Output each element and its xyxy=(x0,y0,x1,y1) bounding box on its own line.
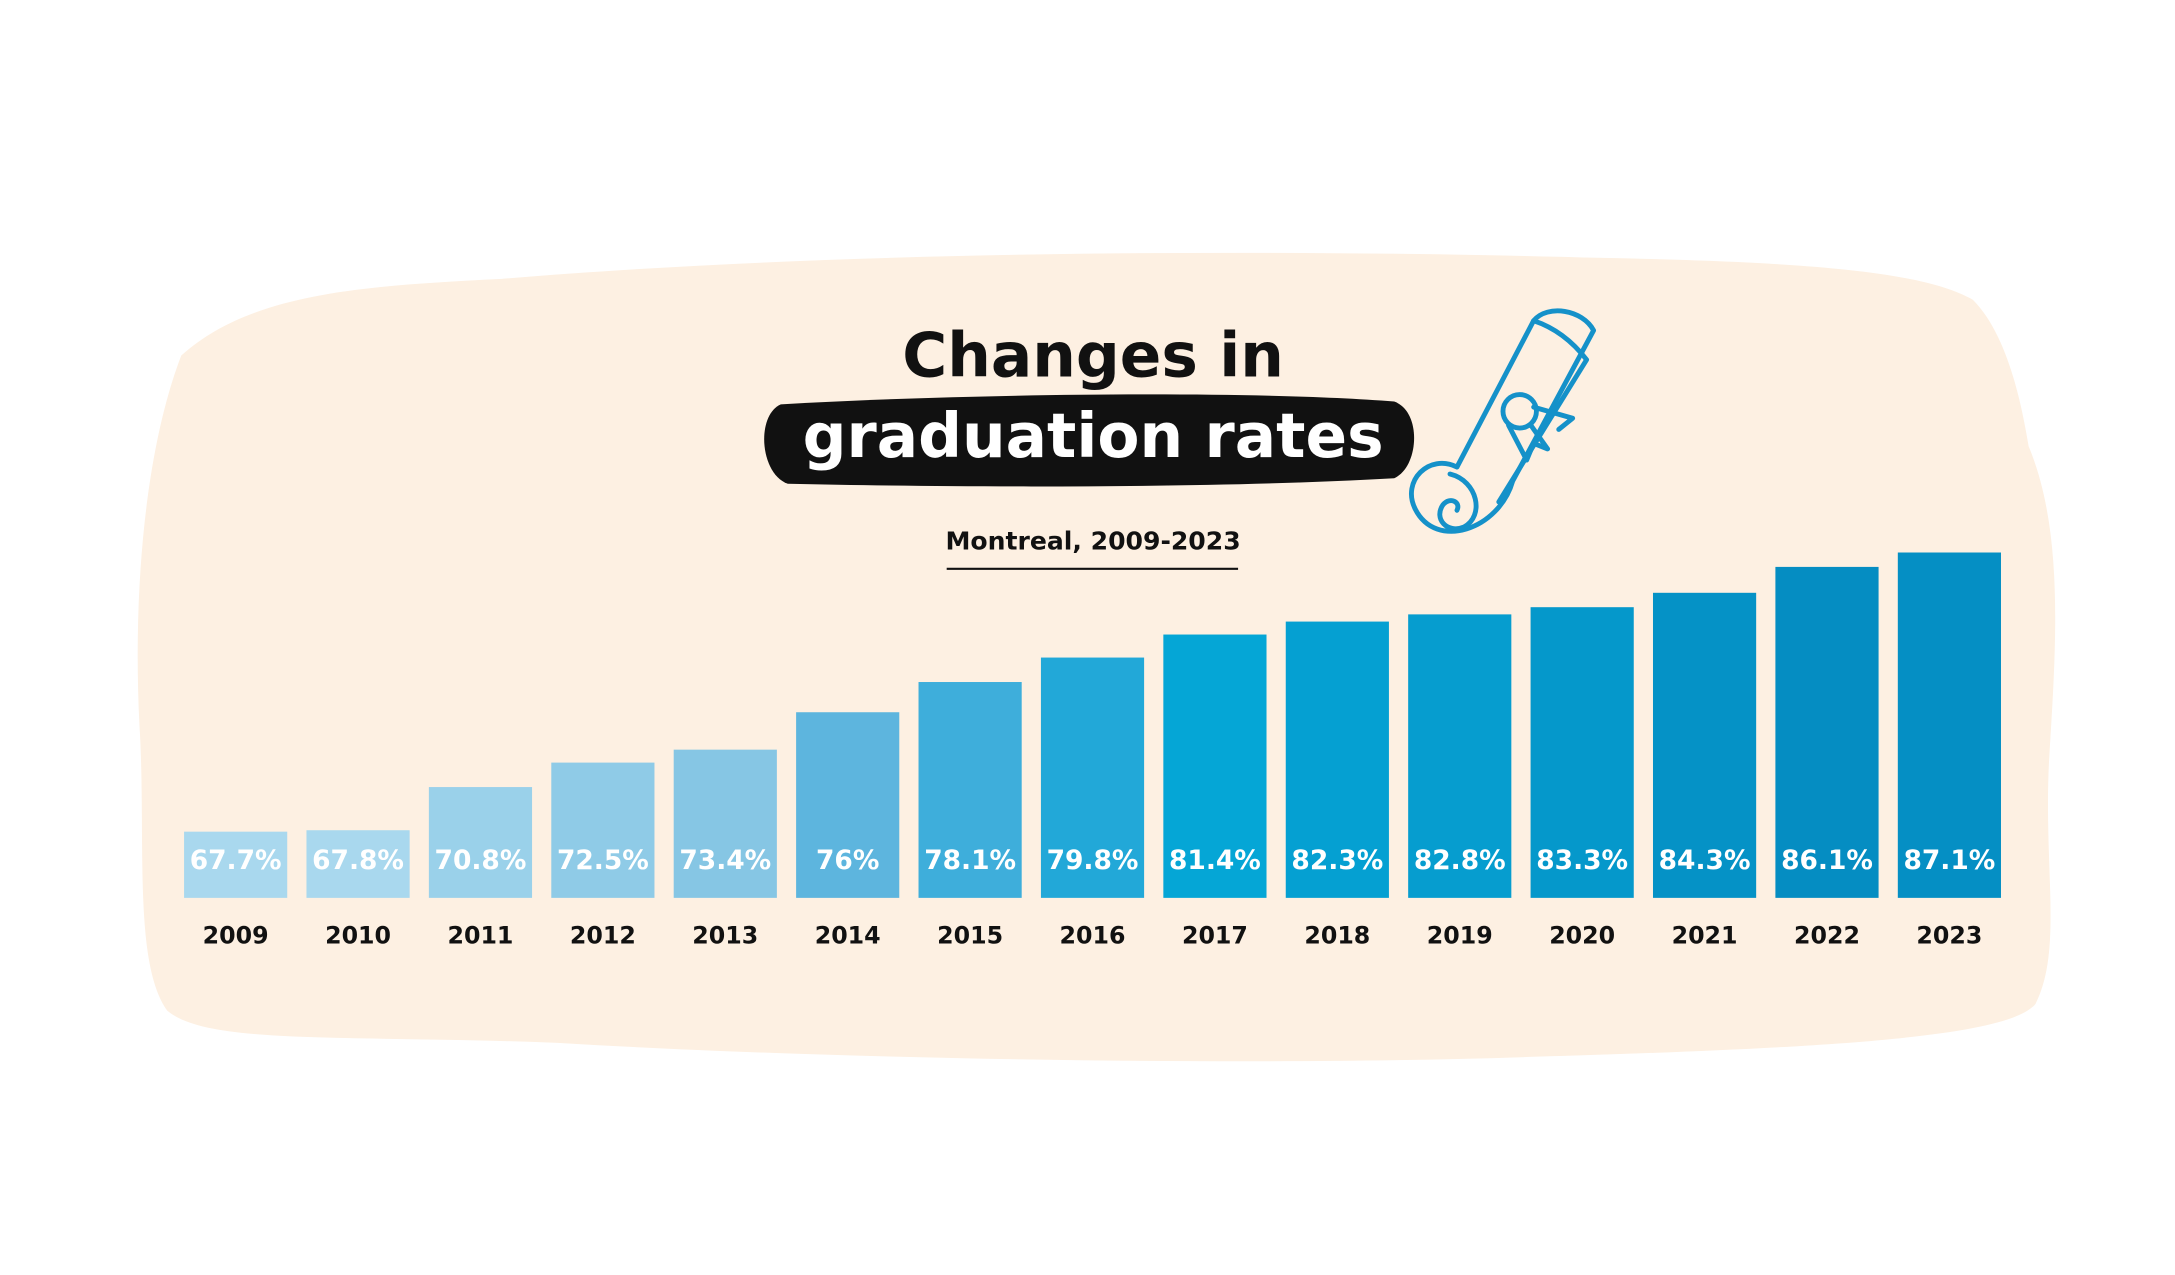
chart-subtitle: Montreal, 2009-2023 xyxy=(945,526,1240,555)
value-label: 87.1% xyxy=(1903,845,1995,876)
value-label: 72.5% xyxy=(557,845,649,876)
value-label: 84.3% xyxy=(1659,845,1751,876)
x-tick-label: 2014 xyxy=(815,921,881,949)
x-tick-label: 2009 xyxy=(203,921,269,949)
x-tick-label: 2020 xyxy=(1549,921,1615,949)
bar xyxy=(184,831,288,898)
value-label: 67.7% xyxy=(190,845,282,876)
value-label: 76% xyxy=(816,845,879,876)
title-highlight-blob xyxy=(764,394,1415,487)
bar xyxy=(673,749,777,898)
value-label: 73.4% xyxy=(679,845,771,876)
value-label: 82.3% xyxy=(1291,845,1383,876)
value-label: 82.8% xyxy=(1414,845,1506,876)
x-tick-label: 2015 xyxy=(937,921,1003,949)
bar xyxy=(796,712,900,898)
bar xyxy=(1775,566,1879,898)
bar xyxy=(1652,592,1757,898)
bar xyxy=(1897,552,2001,898)
x-tick-label: 2018 xyxy=(1304,921,1370,949)
x-tick-label: 2023 xyxy=(1916,921,1982,949)
bar xyxy=(428,787,533,898)
bar xyxy=(1530,607,1634,898)
chart-title: Changes in xyxy=(902,320,1284,391)
x-tick-label: 2016 xyxy=(1060,921,1126,949)
value-label: 86.1% xyxy=(1781,845,1873,876)
x-tick-label: 2012 xyxy=(570,921,636,949)
value-label: 70.8% xyxy=(435,845,527,876)
x-tick-label: 2019 xyxy=(1427,921,1493,949)
bar xyxy=(918,682,1022,898)
x-tick-label: 2022 xyxy=(1794,921,1860,949)
bar xyxy=(306,830,410,898)
value-label: 78.1% xyxy=(924,845,1016,876)
bar xyxy=(1040,657,1145,898)
x-tick-label: 2021 xyxy=(1672,921,1738,949)
x-tick-label: 2010 xyxy=(325,921,391,949)
x-tick-label: 2013 xyxy=(692,921,758,949)
value-label: 81.4% xyxy=(1169,845,1261,876)
diploma-icon xyxy=(1409,308,1597,534)
value-label: 83.3% xyxy=(1536,845,1628,876)
bar xyxy=(1285,621,1389,898)
bar xyxy=(1163,634,1267,898)
x-tick-label: 2017 xyxy=(1182,921,1248,949)
x-tick-label: 2011 xyxy=(447,921,513,949)
value-label: 67.8% xyxy=(312,845,404,876)
chart-title-highlight: graduation rates xyxy=(803,401,1384,472)
bar xyxy=(551,762,655,898)
bar xyxy=(1408,614,1512,898)
value-label: 79.8% xyxy=(1047,845,1139,876)
